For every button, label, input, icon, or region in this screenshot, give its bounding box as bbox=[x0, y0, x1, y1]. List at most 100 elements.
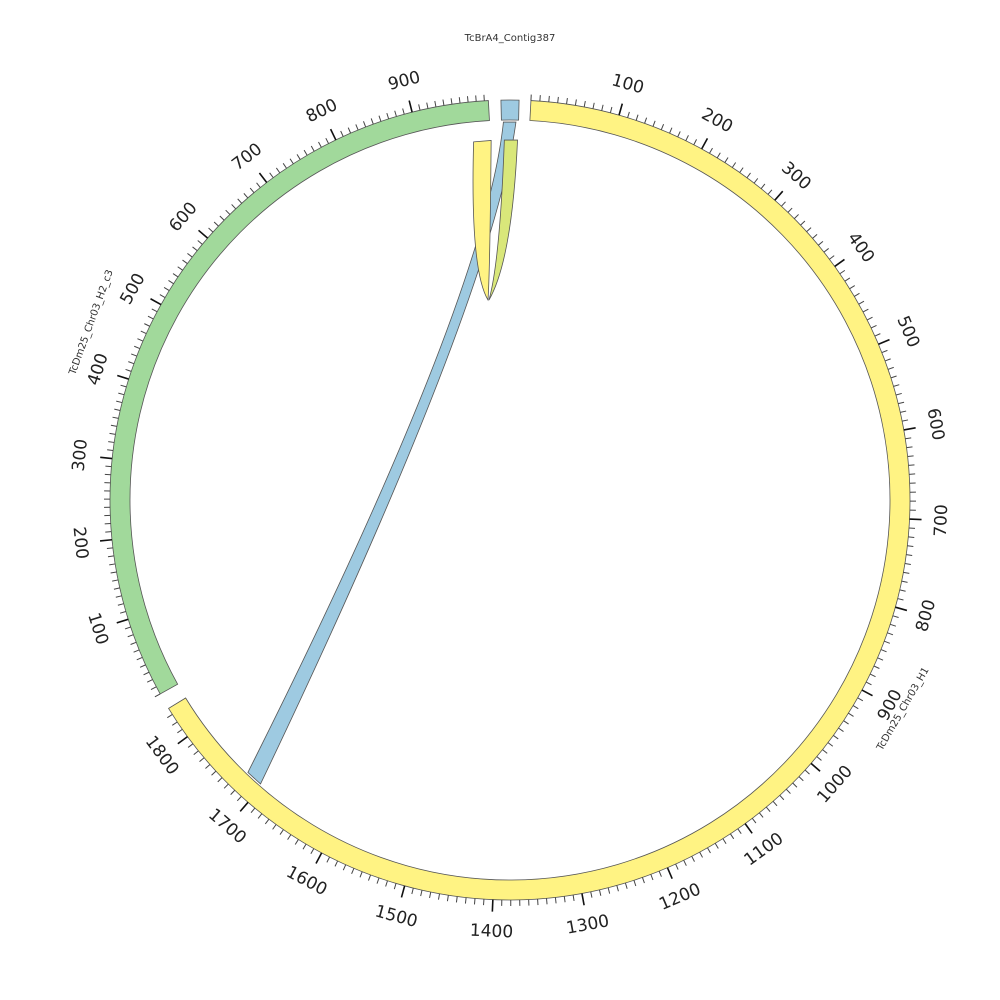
minor-tick bbox=[159, 294, 166, 298]
minor-tick bbox=[683, 860, 687, 866]
minor-tick bbox=[572, 894, 575, 901]
major-tick bbox=[618, 103, 624, 116]
minor-tick bbox=[223, 783, 229, 789]
minor-tick bbox=[751, 817, 757, 824]
minor-tick bbox=[804, 769, 810, 775]
minor-tick bbox=[386, 112, 390, 120]
minor-tick bbox=[455, 896, 458, 903]
minor-tick bbox=[287, 834, 292, 840]
minor-tick bbox=[237, 198, 243, 204]
tick-label: 200 bbox=[69, 526, 92, 560]
tick-label: 1200 bbox=[656, 879, 704, 914]
minor-tick bbox=[124, 626, 131, 630]
links-layer bbox=[247, 121, 518, 785]
minor-tick bbox=[884, 640, 891, 644]
minor-tick bbox=[902, 419, 909, 422]
minor-tick bbox=[816, 756, 822, 761]
major-tick bbox=[878, 338, 890, 346]
minor-tick bbox=[120, 384, 127, 388]
minor-tick bbox=[107, 449, 114, 451]
minor-tick bbox=[858, 300, 865, 305]
minor-tick bbox=[699, 851, 703, 858]
minor-tick bbox=[177, 728, 183, 734]
minor-tick bbox=[746, 172, 751, 179]
minor-tick bbox=[225, 209, 231, 215]
minor-tick bbox=[264, 818, 270, 825]
minor-tick bbox=[340, 130, 344, 137]
minor-tick bbox=[139, 664, 146, 668]
minor-tick bbox=[402, 108, 405, 115]
link-ribbon bbox=[472, 140, 492, 302]
minor-tick bbox=[437, 893, 441, 900]
minor-tick bbox=[592, 102, 595, 109]
minor-tick bbox=[128, 361, 135, 365]
minor-tick bbox=[136, 656, 143, 661]
major-tick bbox=[239, 801, 249, 812]
minor-tick bbox=[193, 750, 199, 755]
minor-tick bbox=[168, 280, 174, 285]
minor-tick bbox=[854, 292, 860, 297]
minor-tick bbox=[905, 437, 912, 440]
minor-tick bbox=[243, 193, 249, 199]
minor-tick bbox=[359, 871, 363, 878]
tick-label: 500 bbox=[116, 270, 149, 308]
minor-tick bbox=[187, 253, 193, 258]
tick-label: 1100 bbox=[741, 829, 788, 871]
minor-tick bbox=[256, 182, 261, 188]
minor-tick bbox=[310, 848, 315, 855]
minor-tick bbox=[458, 97, 461, 104]
minor-tick bbox=[722, 838, 727, 844]
minor-tick bbox=[257, 813, 263, 819]
link-ribbon bbox=[488, 139, 518, 301]
minor-tick bbox=[677, 131, 681, 138]
minor-tick bbox=[114, 408, 121, 411]
minor-tick bbox=[675, 863, 679, 870]
minor-tick bbox=[707, 847, 711, 854]
minor-tick bbox=[172, 273, 179, 278]
major-tick bbox=[99, 538, 113, 542]
minor-tick bbox=[812, 234, 818, 239]
minor-tick bbox=[548, 95, 550, 102]
minor-tick bbox=[475, 95, 477, 102]
minor-tick bbox=[822, 749, 828, 754]
minor-tick bbox=[146, 679, 153, 683]
minor-tick bbox=[385, 880, 388, 887]
minor-tick bbox=[729, 833, 735, 840]
minor-tick bbox=[601, 104, 604, 111]
major-tick bbox=[117, 374, 129, 380]
minor-tick bbox=[818, 240, 824, 246]
minor-tick bbox=[192, 246, 198, 252]
minor-tick bbox=[394, 110, 397, 117]
minor-tick bbox=[823, 248, 829, 253]
minor-tick bbox=[869, 673, 876, 678]
minor-tick bbox=[150, 686, 157, 691]
minor-tick bbox=[368, 874, 372, 881]
minor-tick bbox=[116, 400, 123, 404]
minor-tick bbox=[884, 358, 891, 362]
minor-tick bbox=[829, 255, 835, 260]
minor-tick bbox=[249, 187, 255, 193]
minor-tick bbox=[691, 856, 695, 862]
minor-tick bbox=[887, 366, 894, 370]
minor-tick bbox=[303, 149, 308, 156]
minor-tick bbox=[279, 829, 284, 835]
minor-tick bbox=[118, 392, 125, 396]
minor-tick bbox=[652, 120, 656, 127]
minor-tick bbox=[890, 375, 897, 379]
minor-tick bbox=[892, 615, 899, 619]
tick-label: 1400 bbox=[469, 921, 513, 943]
minor-tick bbox=[110, 571, 117, 574]
minor-tick bbox=[693, 139, 698, 145]
minor-tick bbox=[714, 843, 719, 849]
minor-tick bbox=[893, 384, 900, 387]
minor-tick bbox=[862, 308, 869, 313]
minor-tick bbox=[318, 141, 322, 148]
tick-label: 1000 bbox=[813, 762, 857, 808]
minor-tick bbox=[857, 697, 864, 702]
segment-label-contig387: TcBrA4_Contig387 bbox=[464, 33, 556, 44]
minor-tick bbox=[208, 227, 214, 233]
major-tick bbox=[903, 427, 916, 431]
minor-tick bbox=[827, 742, 834, 747]
minor-tick bbox=[351, 868, 355, 875]
major-tick bbox=[774, 190, 784, 201]
